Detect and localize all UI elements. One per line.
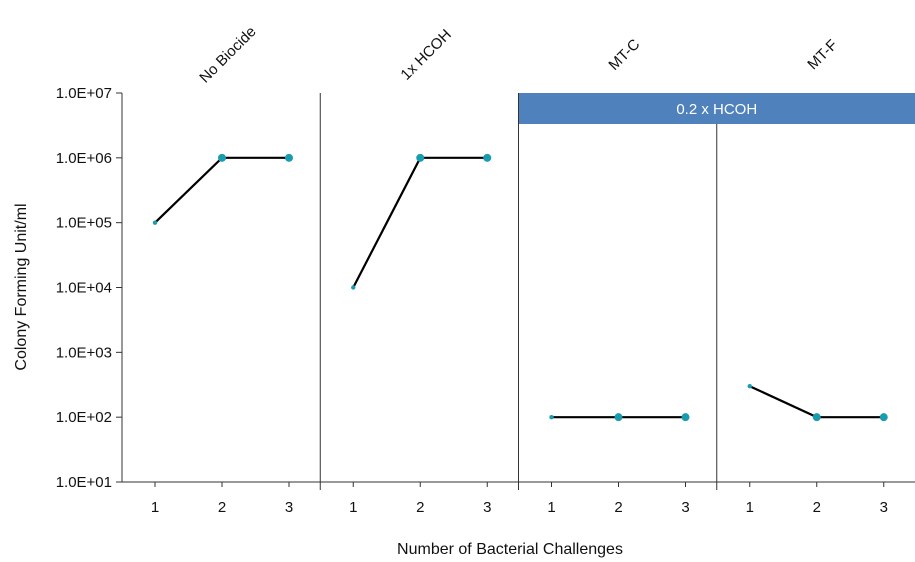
data-point xyxy=(285,153,293,162)
x-tick-label: 1 xyxy=(151,499,159,516)
panel-title: No Biocide xyxy=(196,23,259,86)
y-tick-label: 1.0E+03 xyxy=(56,344,112,361)
x-tick-label: 3 xyxy=(483,499,491,516)
data-point xyxy=(549,414,554,420)
x-tick-label: 1 xyxy=(547,499,555,516)
x-tick-label: 3 xyxy=(880,499,888,516)
x-tick-label: 3 xyxy=(681,499,689,516)
series-line xyxy=(154,156,289,224)
x-tick-label: 1 xyxy=(349,499,357,516)
group-band-label: 0.2 x HCOH xyxy=(676,101,757,118)
data-point xyxy=(218,153,226,162)
data-point xyxy=(879,413,888,422)
y-tick-label: 1.0E+04 xyxy=(56,280,112,297)
series-line xyxy=(352,156,488,289)
group-band-rect xyxy=(518,93,915,124)
data-point xyxy=(351,285,356,290)
y-tick-label: 1.0E+02 xyxy=(56,409,112,426)
panel: 1x HCOH 1 2 3 xyxy=(319,26,492,516)
x-tick-label: 1 xyxy=(746,499,754,516)
panel-title: 1x HCOH xyxy=(397,26,454,83)
y-tick-label: 1.0E+07 xyxy=(56,85,112,102)
x-axis-title: Number of Bacterial Challenges xyxy=(397,541,623,558)
y-tick-label: 1.0E+06 xyxy=(56,150,112,167)
data-point xyxy=(614,413,623,422)
group-band: 0.2 x HCOH xyxy=(518,93,915,124)
panel-title: MT-F xyxy=(804,36,841,73)
x-tick-label: 3 xyxy=(285,499,293,516)
data-point xyxy=(416,153,425,162)
y-axis: 1.0E+01 1.0E+02 1.0E+03 1.0E+04 1.0E+05 1.0E+… xyxy=(56,85,915,491)
y-tick-label: 1.0E+01 xyxy=(56,474,112,491)
y-axis-title: Colony Forming Unit/ml xyxy=(13,203,30,370)
x-tick-label: 2 xyxy=(614,499,622,516)
data-point xyxy=(812,413,821,422)
panel-title: MT-C xyxy=(605,36,643,74)
y-tick-label: 1.0E+05 xyxy=(56,215,112,232)
data-point xyxy=(483,153,492,162)
x-tick-label: 2 xyxy=(813,499,821,516)
x-tick-label: 2 xyxy=(218,499,226,516)
data-point xyxy=(747,384,752,389)
data-point xyxy=(152,220,158,225)
panel: No Biocide 1 2 3 xyxy=(151,23,293,516)
series-line xyxy=(749,385,884,419)
data-point xyxy=(681,413,690,422)
x-tick-label: 2 xyxy=(416,499,424,516)
